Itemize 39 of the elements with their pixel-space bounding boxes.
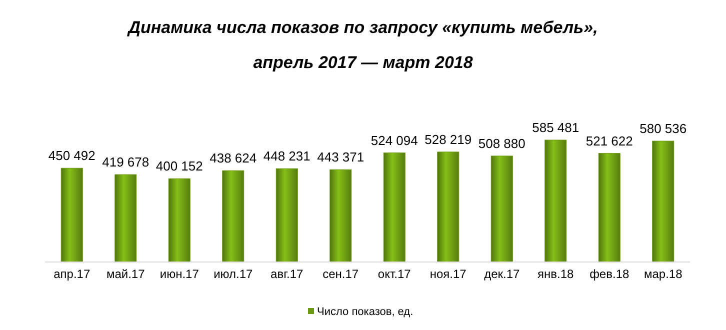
- data-label: 443 371: [317, 150, 364, 165]
- data-label: 448 231: [263, 148, 310, 164]
- bar: [168, 178, 190, 262]
- x-tick-label: дек.17: [484, 267, 520, 281]
- data-label: 521 622: [586, 133, 633, 148]
- bar: [330, 169, 352, 262]
- data-label: 419 678: [102, 154, 150, 170]
- data-label: 400 152: [156, 158, 203, 174]
- bar: [544, 140, 567, 262]
- x-tick-label: авг.17: [270, 267, 304, 281]
- data-label: 580 536: [640, 121, 687, 136]
- data-label: 585 481: [532, 120, 580, 135]
- data-label: 438 624: [210, 150, 257, 166]
- x-tick-label: ноя.17: [430, 267, 467, 281]
- data-label: 524 094: [370, 132, 418, 148]
- chart-subtitle: апрель 2017 — март 2018: [253, 53, 474, 72]
- bar: [383, 152, 406, 262]
- x-tick-label: июн.17: [160, 267, 200, 281]
- x-tick-label: мар.18: [644, 267, 683, 281]
- bar: [437, 152, 460, 262]
- data-label: 450 492: [48, 148, 96, 164]
- bar: [60, 168, 83, 262]
- chart-title: Динамика числа показов по запросу «купить мебель»,: [126, 18, 598, 37]
- x-tick-label: окт.17: [378, 267, 412, 281]
- data-label: 528 219: [424, 132, 472, 147]
- bar: [652, 140, 674, 262]
- bar: [276, 168, 298, 262]
- data-label: 508 880: [478, 136, 526, 151]
- x-tick-label: июл.17: [214, 267, 254, 281]
- x-tick-label: сен.17: [322, 267, 359, 281]
- bar: [490, 156, 513, 262]
- x-tick-label: май.17: [106, 267, 146, 281]
- x-tick-label: апр.17: [54, 267, 90, 281]
- bar: [598, 153, 620, 262]
- x-tick-label: фев.18: [590, 267, 630, 281]
- legend-label: Число показов, ед.: [317, 306, 414, 318]
- bar: [222, 170, 244, 262]
- x-tick-label: янв.18: [538, 267, 574, 281]
- bar: [114, 174, 137, 262]
